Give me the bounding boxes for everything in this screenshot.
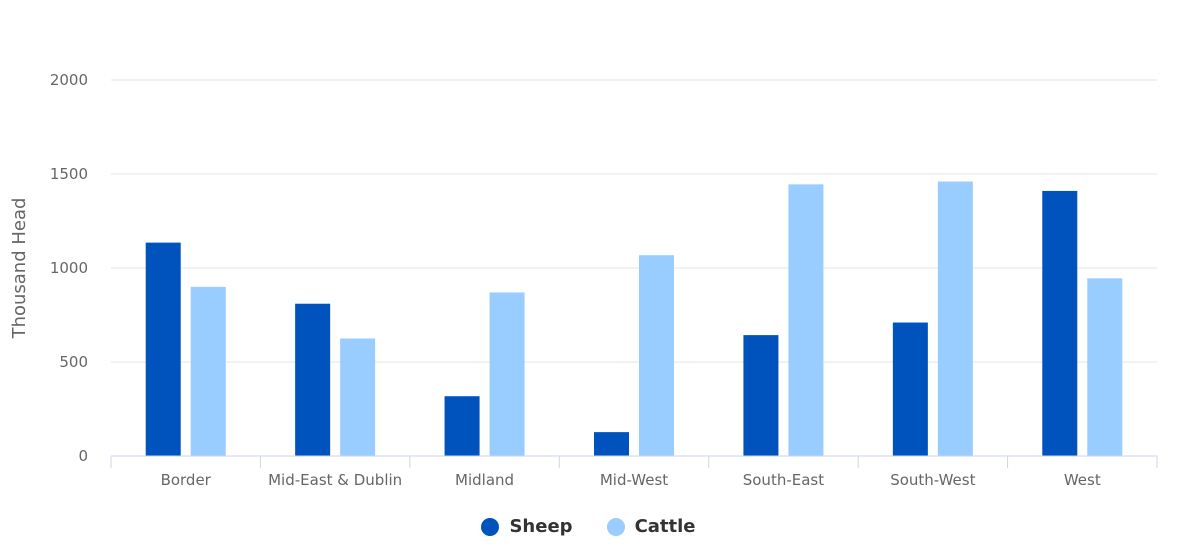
x-axis [110, 455, 1158, 468]
bar-sheep-west[interactable] [1042, 190, 1078, 457]
bar-chart: 0 500 1000 1500 2000 Border Mid-East & Dublin… [9, 71, 1158, 489]
y-axis-title: Thousand Head [9, 198, 30, 340]
legend-label: Sheep [509, 516, 573, 537]
x-tick-label: Border [161, 471, 212, 489]
bar-sheep-mid-east-dublin[interactable] [295, 303, 331, 456]
x-tick-label: West [1064, 471, 1101, 489]
bar-sheep-south-west[interactable] [892, 322, 928, 456]
bar-cattle-mid-west[interactable] [639, 255, 674, 456]
bar-cattle-border[interactable] [190, 286, 226, 456]
bar-cattle-west[interactable] [1087, 278, 1123, 456]
x-tick-label: South-West [890, 471, 975, 489]
y-axis-ticks: 0 500 1000 1500 2000 [50, 71, 88, 465]
bar-cattle-south-west[interactable] [937, 181, 973, 456]
bar-sheep-border[interactable] [145, 242, 181, 456]
legend-item-sheep[interactable]: Sheep [481, 516, 573, 537]
bar-cattle-south-east[interactable] [788, 184, 824, 456]
legend-label: Cattle [634, 516, 696, 537]
x-tick-label: Midland [455, 471, 514, 489]
bar-cattle-mid-east-dublin[interactable] [340, 338, 376, 457]
bar-sheep-mid-west[interactable] [594, 432, 629, 456]
x-tick-label: Mid-East & Dublin [268, 471, 402, 489]
y-tick-label: 0 [78, 447, 88, 465]
legend: Sheep Cattle [0, 516, 1177, 537]
y-tick-label: 1000 [50, 259, 88, 277]
bar-sheep-south-east[interactable] [743, 335, 779, 456]
legend-swatch [606, 517, 625, 536]
y-tick-label: 1500 [50, 165, 88, 183]
x-tick-label: Mid-West [600, 471, 668, 489]
legend-swatch [481, 517, 500, 536]
y-tick-label: 2000 [50, 71, 88, 89]
gridlines [111, 79, 1157, 363]
y-tick-label: 500 [59, 353, 88, 371]
x-axis-ticks: Border Mid-East & Dublin Midland Mid-West So… [161, 471, 1101, 489]
bar-sheep-midland[interactable] [444, 396, 480, 456]
x-tick-label: South-East [743, 471, 824, 489]
bars [145, 181, 1123, 457]
legend-item-cattle[interactable]: Cattle [606, 516, 696, 537]
bar-cattle-midland[interactable] [489, 292, 525, 456]
